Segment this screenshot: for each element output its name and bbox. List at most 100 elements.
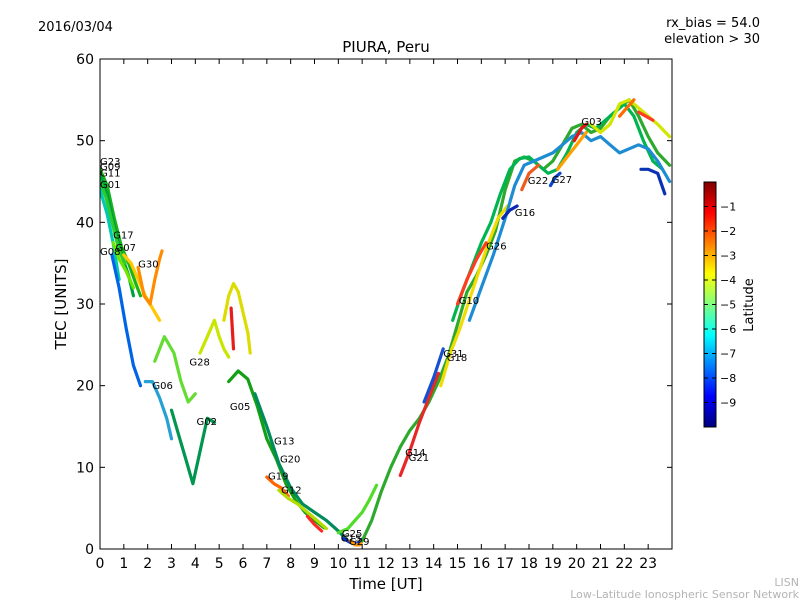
chart-title: PIURA, Peru (342, 38, 429, 56)
satellite-label: G12 (281, 485, 301, 496)
series-g31 (422, 347, 445, 404)
colorbar: −1 −2 −3 −4 −5 −6 −7 −8 −9 Latitude (703, 181, 757, 428)
satellite-label: G09 (100, 162, 120, 173)
x-tick-label: 18 (520, 556, 538, 572)
x-tick-label: 20 (568, 556, 586, 572)
elevation-label: elevation > 30 (664, 32, 760, 47)
satellite-label: G06 (152, 381, 172, 392)
footer-network: Low-Latitude Ionospheric Sensor Network (570, 588, 799, 600)
series-g01 (100, 188, 121, 282)
x-tick-label: 15 (449, 556, 467, 572)
satellite-label: G28 (189, 357, 209, 368)
series-g03d (639, 167, 667, 196)
satellite-label: G21 (409, 453, 429, 464)
x-tick-label: 5 (215, 556, 224, 572)
x-tick-label: 17 (496, 556, 514, 572)
colorbar-tick-label: −2 (720, 225, 736, 238)
x-tick-label: 2 (143, 556, 152, 572)
series-g03c (637, 110, 655, 122)
satellite-label: G01 (100, 180, 120, 191)
series-g25 (336, 483, 379, 535)
x-axis-label: Time [UT] (348, 575, 422, 593)
y-tick-label: 40 (76, 215, 94, 231)
colorbar-tick-label: −4 (720, 274, 736, 287)
y-tick-label: 0 (85, 542, 94, 558)
series-layer (100, 98, 672, 547)
series-g27b (556, 130, 588, 171)
y-tick-label: 30 (76, 297, 94, 313)
series-g26 (455, 241, 488, 306)
series-g16b (501, 204, 519, 220)
x-tick-label: 8 (286, 556, 295, 572)
footer-lisn: LISN (774, 576, 799, 589)
satellite-label: G25 (342, 529, 362, 540)
series-g16 (467, 130, 672, 322)
colorbar-tick-label: −6 (720, 323, 736, 336)
colorbar-tick-label: −9 (720, 397, 736, 410)
x-tick-label: 13 (401, 556, 419, 572)
colorbar-label: Latitude (742, 278, 757, 332)
satellite-label: G20 (280, 454, 300, 465)
x-tick-label: 1 (119, 556, 128, 572)
colorbar-tick-label: −3 (720, 250, 736, 263)
series-g05b (229, 306, 236, 351)
y-tick-label: 20 (76, 379, 94, 395)
rx-bias-label: rx_bias = 54.0 (666, 16, 760, 31)
x-tick-label: 4 (191, 556, 200, 572)
x-tick-label: 22 (615, 556, 633, 572)
series-g28b (198, 318, 231, 359)
x-tick-label: 7 (262, 556, 271, 572)
series-g23 (100, 167, 143, 298)
satellite-label: G31 (443, 349, 463, 360)
satellite-label: G07 (115, 243, 135, 254)
series-g19 (265, 475, 290, 498)
satellite-label: G27 (552, 175, 572, 186)
x-tick-label: 10 (329, 556, 347, 572)
satellite-label: G22 (528, 176, 548, 187)
series-g12b (305, 514, 324, 533)
series-g14 (360, 98, 672, 543)
satellite-label: G02 (197, 417, 217, 428)
date-label: 2016/03/04 (38, 20, 113, 35)
satellite-label: G26 (486, 241, 506, 252)
series-g28 (153, 335, 197, 404)
colorbar-tick-label: −8 (720, 372, 736, 385)
satellite-label: G15 (341, 534, 361, 545)
series-g08 (110, 253, 143, 388)
series-g06 (143, 380, 174, 441)
x-tick-label: 19 (544, 556, 562, 572)
series-g03 (589, 98, 672, 139)
satellite-label: G18 (447, 353, 467, 364)
x-tick-label: 6 (239, 556, 248, 572)
series-g02 (169, 408, 216, 486)
satellite-label: G05 (230, 402, 250, 413)
series-g17 (111, 241, 135, 290)
x-tick-label: 21 (592, 556, 610, 572)
series-g05 (222, 282, 252, 355)
y-tick-label: 50 (76, 134, 94, 150)
y-axis-label: TEC [UNITS] (52, 259, 70, 351)
series-g27c (572, 122, 588, 143)
series-g03b (618, 98, 636, 118)
satellite-label: G03 (581, 117, 601, 128)
satellite-label: G17 (113, 231, 133, 242)
x-tick-label: 12 (377, 556, 395, 572)
satellite-label: G30 (138, 259, 158, 270)
series-g11 (100, 179, 127, 265)
x-tick-label: 0 (96, 556, 105, 572)
satellite-label: G16 (515, 208, 535, 219)
satellite-label: G29 (349, 537, 369, 548)
satellite-label: G10 (459, 296, 479, 307)
series-g21 (398, 371, 440, 478)
x-tick-label: 16 (472, 556, 490, 572)
x-tick-label: 11 (353, 556, 371, 572)
series-g27 (548, 171, 562, 188)
satellite-label: G11 (100, 169, 120, 180)
y-axis: 0 10 20 30 40 50 60 (76, 52, 672, 558)
series-g18 (439, 204, 510, 388)
series-g12 (277, 488, 328, 531)
x-axis: 0 1 2 3 4 5 6 7 8 9 10 11 12 13 14 15 16 17 18 19 20 21 22 23 (96, 59, 657, 572)
satellite-label: G23 (100, 157, 120, 168)
y-tick-label: 10 (76, 460, 94, 476)
